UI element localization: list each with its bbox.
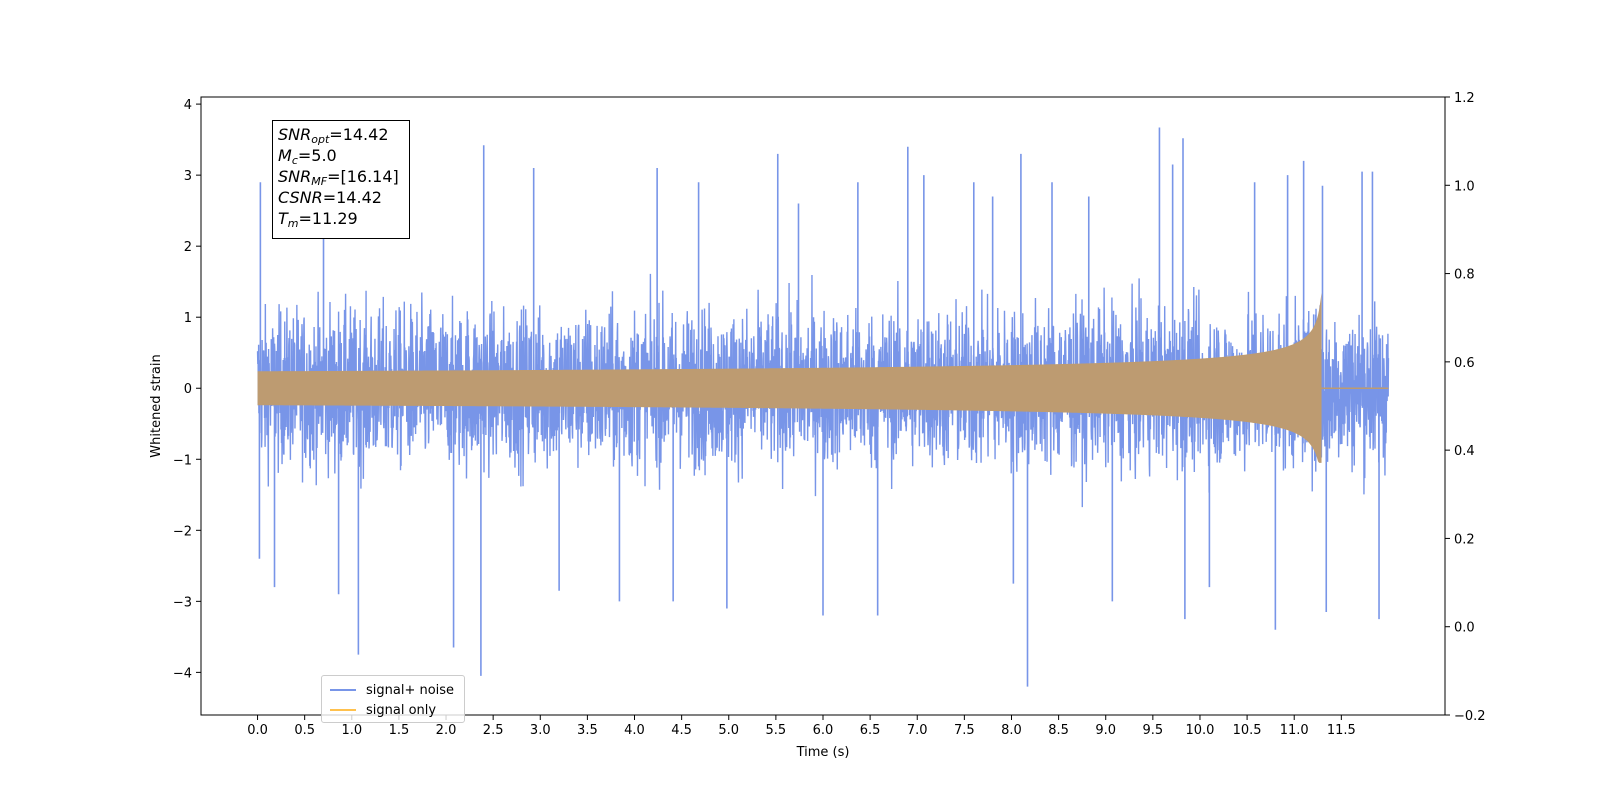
snr-opt-subscript: opt	[311, 133, 330, 146]
x-tick-label: 2.5	[483, 723, 504, 738]
x-tick-label: 4.0	[624, 723, 645, 738]
csnr-line: CSNR=14.42	[278, 187, 409, 208]
y-tick-label: −4	[173, 666, 192, 681]
csnr-value: =14.42	[322, 188, 382, 207]
y2-tick-label: 1.2	[1454, 91, 1475, 106]
x-tick-label: 3.5	[577, 723, 598, 738]
legend-swatch-signal-noise	[330, 689, 356, 691]
y2-axis-ticks: −0.2 0.0 0.2 0.4 0.6 0.8 1.0 1.2	[1445, 91, 1486, 724]
legend-label-signal-only: signal only	[366, 702, 437, 718]
csnr-symbol: CSNR	[278, 188, 323, 207]
y2-tick-label: 0.4	[1454, 444, 1475, 459]
x-tick-label: 11.5	[1327, 723, 1356, 738]
y2-tick-label: −0.2	[1454, 709, 1486, 724]
mc-line: Mc=5.0	[278, 145, 409, 166]
y-tick-label: −3	[173, 595, 192, 610]
x-axis-label: Time (s)	[796, 745, 850, 760]
x-tick-label: 3.0	[530, 723, 551, 738]
x-tick-label: 11.0	[1280, 723, 1309, 738]
x-tick-label: 1.5	[389, 723, 410, 738]
x-tick-label: 0.5	[294, 723, 315, 738]
snr-opt-line: SNRopt=14.42	[278, 124, 409, 145]
legend-item-signal-only: signal only	[330, 701, 436, 719]
plot-area	[256, 127, 1390, 687]
y2-tick-label: 0.8	[1454, 268, 1475, 283]
y-tick-label: −2	[173, 524, 192, 539]
signal-only-chirp	[257, 292, 1322, 463]
snr-opt-value: =14.42	[329, 125, 389, 144]
snr-opt-symbol: SNR	[278, 125, 312, 144]
x-axis-ticks: 0.0 0.5 1.0 1.5 2.0 2.5 3.0 3.5 4.0 4.5 5.0 5.5 6.0 6…	[247, 715, 1356, 738]
tm-value: =11.29	[298, 209, 358, 228]
x-tick-label: 4.5	[671, 723, 692, 738]
snr-mf-subscript: MF	[311, 175, 328, 188]
x-tick-label: 5.0	[718, 723, 739, 738]
y2-tick-label: 0.2	[1454, 532, 1475, 547]
y2-tick-label: 1.0	[1454, 179, 1475, 194]
x-tick-label: 2.0	[436, 723, 457, 738]
y-axis-label: Whitened strain	[149, 354, 164, 457]
mc-value: =5.0	[297, 146, 337, 165]
snr-mf-line: SNRMF=[16.14]	[278, 166, 409, 187]
chart-legend: signal+ noise signal only	[321, 675, 465, 723]
y-tick-label: 0	[184, 382, 192, 397]
y-axis-ticks: −4 −3 −2 −1 0 1 2 3 4	[173, 98, 201, 681]
x-tick-label: 0.0	[247, 723, 268, 738]
legend-label-signal-noise: signal+ noise	[366, 682, 455, 698]
snr-mf-value: =[16.14]	[327, 167, 399, 186]
x-tick-label: 9.0	[1095, 723, 1116, 738]
y-tick-label: 4	[184, 98, 192, 113]
tm-line: Tm=11.29	[278, 208, 409, 229]
y2-tick-label: 0.0	[1454, 621, 1475, 636]
x-tick-label: 10.0	[1185, 723, 1214, 738]
y-tick-label: −1	[173, 453, 192, 468]
x-tick-label: 6.5	[860, 723, 881, 738]
snr-info-box: SNRopt=14.42 Mc=5.0 SNRMF=[16.14] CSNR=1…	[272, 120, 410, 239]
y-tick-label: 1	[184, 311, 192, 326]
tm-subscript: m	[287, 217, 299, 230]
mc-symbol: M	[278, 146, 292, 165]
x-tick-label: 6.0	[813, 723, 834, 738]
legend-item-signal-noise: signal+ noise	[330, 681, 454, 699]
snr-mf-symbol: SNR	[278, 167, 312, 186]
tm-symbol: T	[278, 209, 288, 228]
x-tick-label: 8.5	[1048, 723, 1069, 738]
x-tick-label: 1.0	[341, 723, 362, 738]
y2-tick-label: 0.6	[1454, 356, 1475, 371]
y-tick-label: 3	[184, 169, 192, 184]
mc-subscript: c	[291, 154, 298, 167]
legend-swatch-signal-only	[330, 709, 356, 711]
x-tick-label: 9.5	[1143, 723, 1164, 738]
y-tick-label: 2	[184, 240, 192, 255]
x-tick-label: 10.5	[1233, 723, 1262, 738]
x-tick-label: 8.0	[1001, 723, 1022, 738]
x-tick-label: 5.5	[766, 723, 787, 738]
x-tick-label: 7.0	[907, 723, 928, 738]
x-tick-label: 7.5	[954, 723, 975, 738]
